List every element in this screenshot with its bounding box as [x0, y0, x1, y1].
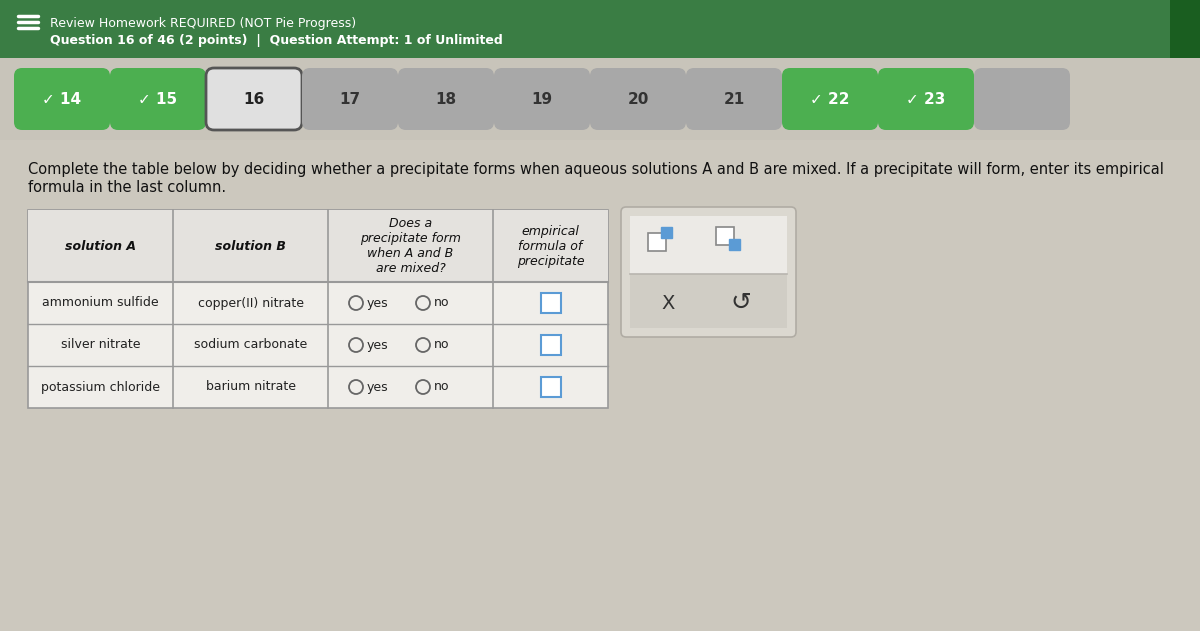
Text: barium nitrate: barium nitrate — [205, 380, 295, 394]
Text: no: no — [434, 338, 450, 351]
Text: ✓ 23: ✓ 23 — [906, 91, 946, 107]
Text: yes: yes — [367, 297, 389, 309]
Text: 16: 16 — [244, 91, 265, 107]
Text: ✓ 14: ✓ 14 — [42, 91, 82, 107]
Text: X: X — [661, 293, 674, 313]
Text: yes: yes — [367, 380, 389, 394]
Text: silver nitrate: silver nitrate — [61, 338, 140, 351]
FancyBboxPatch shape — [1170, 0, 1200, 58]
FancyBboxPatch shape — [630, 216, 787, 274]
Text: empirical
formula of
precipitate: empirical formula of precipitate — [517, 225, 584, 268]
Text: Does a
precipitate form
when A and B
are mixed?: Does a precipitate form when A and B are… — [360, 217, 461, 275]
FancyBboxPatch shape — [540, 377, 560, 397]
FancyBboxPatch shape — [630, 274, 787, 328]
Text: potassium chloride: potassium chloride — [41, 380, 160, 394]
Text: yes: yes — [367, 338, 389, 351]
Text: formula in the last column.: formula in the last column. — [28, 180, 226, 195]
Text: 18: 18 — [436, 91, 456, 107]
FancyBboxPatch shape — [540, 293, 560, 313]
Text: no: no — [434, 380, 450, 394]
FancyBboxPatch shape — [730, 239, 740, 250]
FancyBboxPatch shape — [28, 210, 608, 282]
FancyBboxPatch shape — [0, 0, 1200, 58]
Text: 21: 21 — [724, 91, 745, 107]
FancyBboxPatch shape — [622, 207, 796, 337]
Text: ↺: ↺ — [731, 291, 751, 316]
FancyBboxPatch shape — [590, 68, 686, 130]
FancyBboxPatch shape — [494, 68, 590, 130]
FancyBboxPatch shape — [398, 68, 494, 130]
FancyBboxPatch shape — [206, 68, 302, 130]
FancyBboxPatch shape — [302, 68, 398, 130]
Text: no: no — [434, 297, 450, 309]
Text: 19: 19 — [532, 91, 552, 107]
FancyBboxPatch shape — [0, 58, 1200, 140]
Text: ammonium sulfide: ammonium sulfide — [42, 297, 158, 309]
FancyBboxPatch shape — [648, 233, 666, 251]
Text: sodium carbonate: sodium carbonate — [194, 338, 307, 351]
Text: solution B: solution B — [215, 240, 286, 252]
FancyBboxPatch shape — [782, 68, 878, 130]
FancyBboxPatch shape — [540, 335, 560, 355]
FancyBboxPatch shape — [28, 210, 608, 408]
Text: 20: 20 — [628, 91, 649, 107]
FancyBboxPatch shape — [716, 227, 734, 245]
FancyBboxPatch shape — [686, 68, 782, 130]
Text: Review Homework REQUIRED (NOT Pie Progress): Review Homework REQUIRED (NOT Pie Progre… — [50, 17, 356, 30]
Polygon shape — [17, 83, 32, 115]
Text: Complete the table below by deciding whether a precipitate forms when aqueous so: Complete the table below by deciding whe… — [28, 162, 1164, 177]
Text: ✓ 15: ✓ 15 — [138, 91, 178, 107]
FancyBboxPatch shape — [661, 227, 672, 238]
FancyBboxPatch shape — [14, 68, 110, 130]
FancyBboxPatch shape — [110, 68, 206, 130]
Text: solution A: solution A — [65, 240, 136, 252]
Text: Question 16 of 46 (2 points)  |  Question Attempt: 1 of Unlimited: Question 16 of 46 (2 points) | Question … — [50, 34, 503, 47]
FancyBboxPatch shape — [974, 68, 1070, 130]
Text: ✓ 22: ✓ 22 — [810, 91, 850, 107]
FancyBboxPatch shape — [878, 68, 974, 130]
Text: 17: 17 — [340, 91, 360, 107]
Text: copper(II) nitrate: copper(II) nitrate — [198, 297, 304, 309]
